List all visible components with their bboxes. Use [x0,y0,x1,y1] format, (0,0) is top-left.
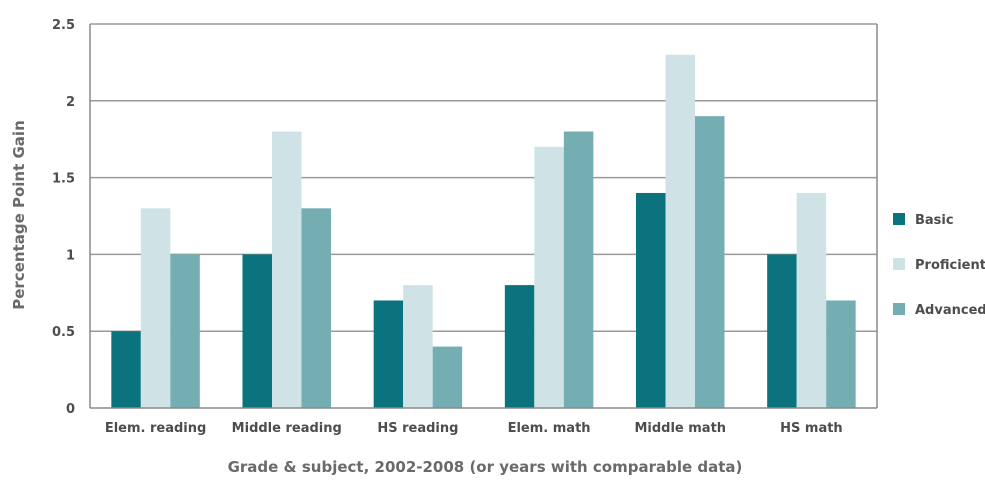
x-tick-labels: Elem. reading Middle reading HS reading Ele… [105,421,843,436]
bar-proficient-2 [272,131,302,408]
bar-basic-3 [373,300,404,408]
legend-swatch-proficient [893,258,905,270]
x-tick-label: Middle reading [232,421,342,436]
bar-advanced-6 [826,300,856,408]
bar-proficient-1 [140,208,171,408]
x-tick-label: Elem. math [508,421,591,436]
x-tick-label: Elem. reading [105,421,207,436]
bar-advanced-5 [695,116,725,408]
y-tick-label: 2.5 [52,18,75,33]
bar-proficient-4 [534,146,564,408]
y-axis-label: Percentage Point Gain [10,120,28,310]
legend-swatch-advanced [893,303,905,315]
bar-basic-1 [111,331,141,408]
bars [111,54,856,408]
bar-advanced-3 [432,346,463,408]
bar-basic-5 [636,192,666,408]
x-tick-label: HS math [780,421,843,436]
x-tick-label: HS reading [377,421,458,436]
bar-proficient-5 [665,54,695,408]
y-tick-label: 0 [66,402,75,417]
bar-proficient-6 [796,192,827,408]
x-axis-label: Grade & subject, 2002-2008 (or years wit… [228,458,743,476]
y-tick-label: 1.5 [52,172,75,187]
y-tick-label: 1 [66,248,75,263]
axes [89,24,878,409]
bar-advanced-1 [170,254,200,408]
legend-label-advanced: Advanced [915,303,985,318]
bar-proficient-3 [403,285,433,408]
bar-advanced-2 [301,208,331,408]
y-tick-label: 0.5 [52,325,75,340]
legend-label-basic: Basic [915,213,954,228]
gridlines [90,23,877,332]
y-tick-label: 2 [66,95,75,110]
legend-label-proficient: Proficient [915,258,985,273]
legend: Basic Proficient Advanced [893,213,985,318]
legend-swatch-basic [893,213,905,225]
y-tick-labels: 0 0.5 1 1.5 2 2.5 [52,18,75,417]
x-tick-label: Middle math [634,421,726,436]
bar-basic-6 [767,254,797,408]
bar-basic-2 [242,254,272,408]
bar-advanced-4 [563,131,594,408]
bar-basic-4 [504,285,535,408]
